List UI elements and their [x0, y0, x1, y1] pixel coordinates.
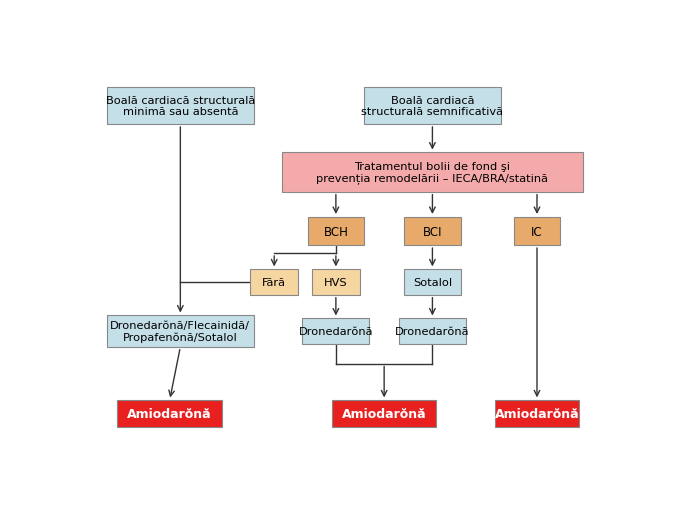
FancyBboxPatch shape: [399, 319, 466, 344]
Text: Amiodarŏnă: Amiodarŏnă: [127, 407, 212, 420]
Text: Amiodarŏnă: Amiodarŏnă: [342, 407, 426, 420]
FancyBboxPatch shape: [404, 217, 461, 246]
Text: Fără: Fără: [262, 277, 286, 288]
FancyBboxPatch shape: [308, 217, 364, 246]
FancyBboxPatch shape: [107, 316, 254, 347]
Text: IC: IC: [531, 225, 543, 238]
FancyBboxPatch shape: [118, 401, 222, 427]
FancyBboxPatch shape: [302, 319, 370, 344]
Text: Tratamentul bolii de fond şi
prevenția remodelării – IECA/BRA/statină: Tratamentul bolii de fond şi prevenția r…: [316, 161, 549, 184]
Text: Boală cardiacă
structurală semnificativă: Boală cardiacă structurală semnificativă: [361, 95, 503, 117]
FancyBboxPatch shape: [332, 401, 437, 427]
FancyBboxPatch shape: [311, 270, 360, 295]
FancyBboxPatch shape: [107, 88, 254, 125]
Text: BCI: BCI: [423, 225, 442, 238]
FancyBboxPatch shape: [282, 153, 583, 192]
Text: Sotalol: Sotalol: [413, 277, 452, 288]
FancyBboxPatch shape: [404, 270, 461, 295]
Text: Amiodarŏnă: Amiodarŏnă: [495, 407, 579, 420]
Text: HVS: HVS: [324, 277, 347, 288]
Text: Boală cardiacă structurală
minimă sau absentă: Boală cardiacă structurală minimă sau ab…: [106, 95, 255, 117]
Text: Dronedarŏnă: Dronedarŏnă: [299, 326, 373, 336]
FancyBboxPatch shape: [364, 88, 501, 125]
FancyBboxPatch shape: [250, 270, 298, 295]
Text: Dronedarŏnă/Flecainidă/
Propafenŏnă/Sotalol: Dronedarŏnă/Flecainidă/ Propafenŏnă/Sota…: [110, 321, 251, 343]
FancyBboxPatch shape: [514, 217, 560, 246]
Text: BCH: BCH: [323, 225, 348, 238]
Text: Dronedarŏnă: Dronedarŏnă: [395, 326, 470, 336]
FancyBboxPatch shape: [495, 401, 579, 427]
